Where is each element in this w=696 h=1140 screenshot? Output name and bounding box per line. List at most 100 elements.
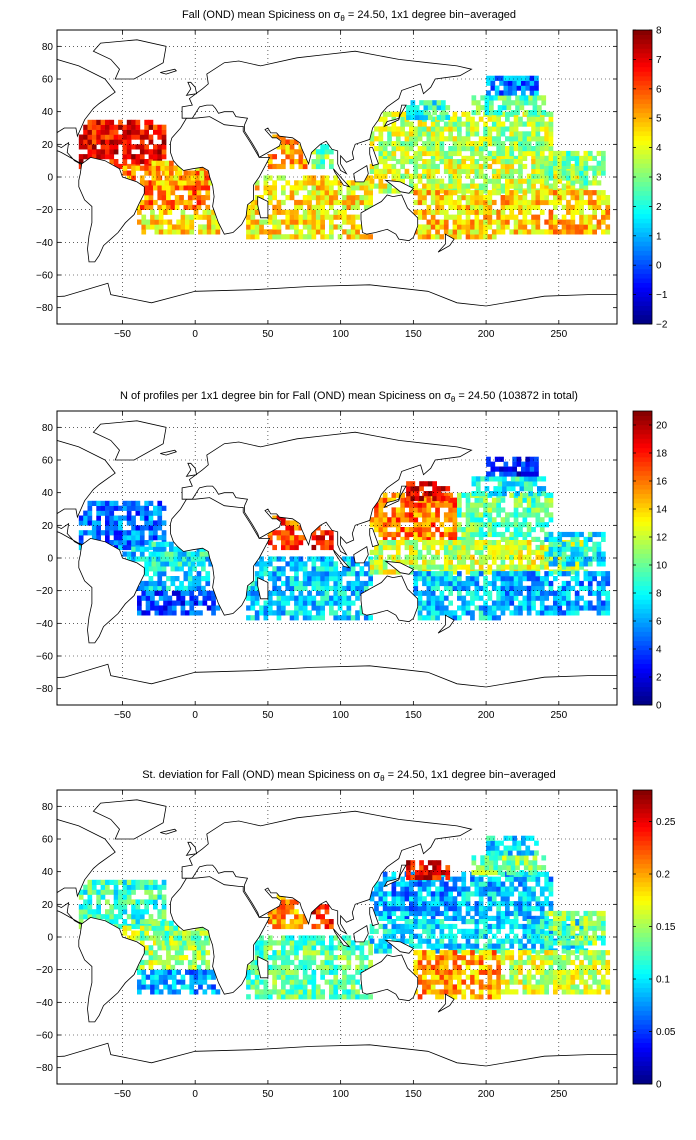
data-cell	[83, 515, 88, 521]
data-cell	[302, 615, 308, 621]
data-cell	[359, 199, 365, 206]
data-cell	[503, 461, 509, 467]
data-cell	[148, 889, 154, 895]
data-cell	[601, 170, 606, 176]
data-cell	[515, 95, 520, 101]
data-cell	[167, 224, 173, 230]
data-cell	[430, 173, 436, 179]
data-cell	[528, 481, 533, 487]
colorbar-swatch	[633, 562, 652, 568]
data-cell	[548, 150, 554, 157]
data-cell	[531, 136, 536, 142]
data-cell	[329, 530, 334, 536]
data-cell	[400, 906, 405, 912]
data-cell	[139, 930, 145, 936]
data-cell	[513, 901, 519, 907]
data-cell	[205, 185, 211, 191]
data-cell	[307, 959, 312, 966]
data-cell	[441, 110, 446, 116]
data-cell	[91, 129, 97, 135]
data-cell	[539, 517, 545, 523]
data-cell	[109, 154, 115, 160]
data-cell	[96, 505, 101, 511]
data-cell	[404, 554, 410, 560]
data-cell	[596, 219, 602, 225]
data-cell	[166, 585, 171, 591]
data-cell	[298, 535, 304, 541]
data-cell	[126, 889, 132, 895]
data-cell	[289, 576, 295, 582]
colorbar-tick-label: 1	[656, 231, 662, 242]
data-cell	[139, 530, 145, 536]
data-cell	[382, 891, 388, 897]
data-cell	[294, 919, 299, 925]
data-cell	[592, 155, 597, 161]
data-cell	[135, 884, 141, 890]
data-cell	[435, 507, 440, 513]
data-cell	[478, 554, 484, 560]
data-cell	[199, 170, 205, 176]
data-cell	[509, 881, 515, 887]
data-cell	[378, 507, 384, 513]
data-cell	[535, 522, 541, 528]
data-cell	[150, 989, 155, 995]
data-cell	[465, 544, 471, 551]
data-cell	[350, 561, 356, 567]
data-cell	[285, 940, 291, 946]
data-cell	[368, 959, 373, 966]
data-cell	[539, 136, 545, 142]
data-cell	[285, 964, 291, 970]
data-cell	[324, 540, 330, 546]
data-cell	[605, 195, 611, 201]
data-cell	[430, 891, 436, 897]
data-cell	[452, 173, 458, 179]
data-cell	[185, 600, 190, 606]
data-cell	[465, 512, 471, 518]
data-cell	[404, 906, 410, 912]
data-cell	[535, 214, 541, 220]
data-cell	[500, 585, 506, 591]
data-cell	[443, 199, 449, 206]
data-cell	[513, 219, 519, 225]
data-cell	[539, 141, 545, 147]
data-cell	[91, 909, 97, 915]
data-cell	[109, 129, 115, 135]
data-cell	[414, 486, 420, 492]
data-cell	[302, 610, 308, 616]
data-cell	[105, 154, 110, 160]
data-cell	[400, 116, 405, 122]
data-cell	[315, 185, 321, 191]
data-cell	[346, 180, 352, 186]
region-southern-indian-ocean	[246, 935, 373, 1000]
data-cell	[409, 531, 414, 538]
data-cell	[461, 209, 467, 215]
data-cell	[254, 585, 260, 591]
data-cell	[596, 600, 602, 606]
data-cell	[426, 209, 432, 215]
data-cell	[443, 531, 449, 538]
data-cell	[378, 131, 384, 137]
data-cell	[404, 544, 410, 551]
data-cell	[548, 116, 554, 122]
data-cell	[432, 110, 437, 116]
data-cell	[465, 527, 471, 533]
data-cell	[417, 527, 423, 533]
data-cell	[474, 580, 480, 587]
data-cell	[522, 155, 528, 161]
data-cell	[539, 121, 545, 127]
data-cell	[513, 141, 519, 147]
data-cell	[441, 495, 446, 502]
data-cell	[457, 116, 462, 122]
data-cell	[157, 505, 163, 511]
data-cell	[387, 891, 392, 897]
colorbar-swatch	[633, 241, 652, 247]
data-cell	[153, 904, 158, 910]
data-cell	[201, 950, 206, 956]
data-cell	[529, 461, 535, 467]
data-cell	[199, 940, 205, 946]
data-cell	[452, 502, 458, 508]
data-cell	[311, 229, 317, 235]
data-cell	[426, 571, 432, 577]
colorbar-swatch	[633, 626, 652, 632]
data-cell	[154, 600, 160, 606]
